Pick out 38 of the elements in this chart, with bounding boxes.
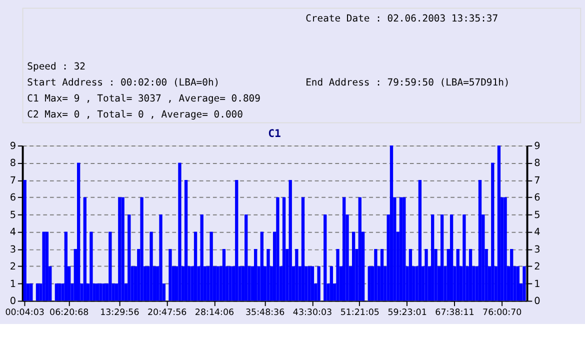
x-tick-label: 13:29:56 (100, 308, 140, 318)
y2-tick-label: 3 (534, 244, 540, 256)
y2-tick-label: 1 (534, 278, 540, 290)
y-tick-label: 8 (10, 158, 16, 170)
y2-tick-label: 5 (534, 210, 540, 221)
x-tick-label: 28:14:06 (194, 308, 234, 318)
x-tick-label: 76:00:70 (482, 308, 522, 318)
x-tick-label: 67:38:11 (435, 308, 474, 318)
y-tick-label: 4 (10, 227, 16, 238)
y2-tick-label: 4 (534, 227, 540, 238)
y2-tick-label: 8 (534, 158, 540, 170)
text: C1 Max= 9 , Total= 3037 , Average= 0.809 (27, 93, 261, 104)
y-tick-label: 3 (10, 244, 16, 256)
text: End Address : 79:59:50 (LBA=57D91h) (306, 77, 510, 88)
x-tick-label: 51:21:05 (340, 308, 380, 318)
y-tick-label: 2 (10, 262, 16, 273)
y-tick-label: 9 (10, 140, 16, 152)
y-tick-label: 5 (10, 210, 16, 221)
text: Create Date : 02.06.2003 13:35:37 (306, 13, 498, 24)
chart-title: C1 (268, 126, 281, 140)
x-tick-label: 00:04:03 (5, 308, 44, 318)
y2-tick-label: 7 (534, 175, 540, 186)
x-tick-label: 20:47:56 (147, 308, 187, 318)
y-tick-label: 6 (10, 192, 16, 204)
text: Speed : 32 (27, 61, 86, 72)
x-tick-label: 43:30:03 (292, 308, 332, 318)
y2-tick-label: 9 (534, 140, 540, 152)
text: Start Address : 00:02:00 (LBA=0h) (27, 77, 220, 88)
x-tick-label: 59:23:01 (388, 308, 427, 318)
y2-tick-label: 2 (534, 262, 540, 273)
y2-tick-label: 6 (534, 192, 540, 204)
y2-tick-label: 0 (534, 296, 540, 308)
x-tick-label: 06:20:68 (50, 308, 89, 318)
y-tick-label: 7 (10, 175, 16, 186)
x-tick-label: 35:48:36 (245, 308, 285, 318)
text: C2 Max= 0 , Total= 0 , Average= 0.000 (27, 109, 244, 120)
y-tick-label: 0 (10, 296, 16, 308)
y-tick-label: 1 (10, 278, 16, 290)
